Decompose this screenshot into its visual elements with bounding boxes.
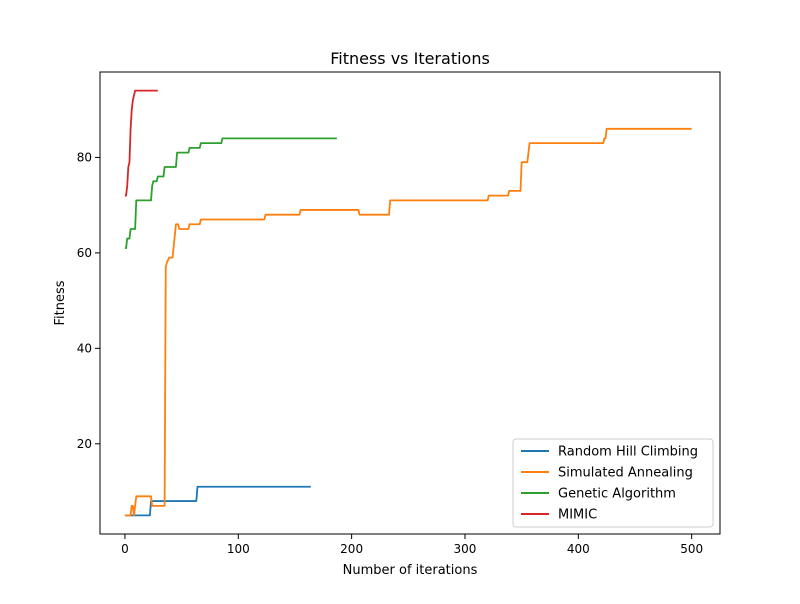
series-line-random-hill-climbing [124, 485, 311, 517]
legend: Random Hill Climbing Simulated Annealing G… [512, 438, 714, 528]
legend-label: Genetic Algorithm [558, 487, 676, 502]
y-axis-label: Fitness [53, 280, 68, 325]
y-tick-label: 80 [77, 150, 92, 164]
plot-frame [99, 71, 721, 535]
legend-label: MIMIC [558, 508, 597, 523]
x-tick-label: 400 [567, 542, 590, 556]
ticks-layer: 0 100 200 300 400 500 20 40 60 80 [77, 150, 703, 556]
y-tick-label: 60 [77, 246, 92, 260]
y-tick-label: 40 [77, 341, 92, 355]
x-tick-label: 300 [454, 542, 477, 556]
chart-title: Fitness vs Iterations [330, 49, 490, 68]
x-tick-label: 0 [121, 542, 129, 556]
x-tick-label: 100 [227, 542, 250, 556]
x-tick-label: 500 [680, 542, 703, 556]
x-tick-label: 200 [340, 542, 363, 556]
series-line-mimic [124, 89, 158, 197]
legend-box [512, 438, 714, 528]
series-layer [124, 89, 692, 517]
y-tick-label: 20 [77, 437, 92, 451]
series-line-genetic-algorithm [124, 137, 337, 250]
series-line-simulated-annealing [124, 127, 692, 517]
x-axis-label: Number of iterations [343, 563, 478, 578]
legend-label: Random Hill Climbing [558, 445, 698, 460]
legend-label: Simulated Annealing [558, 466, 693, 481]
